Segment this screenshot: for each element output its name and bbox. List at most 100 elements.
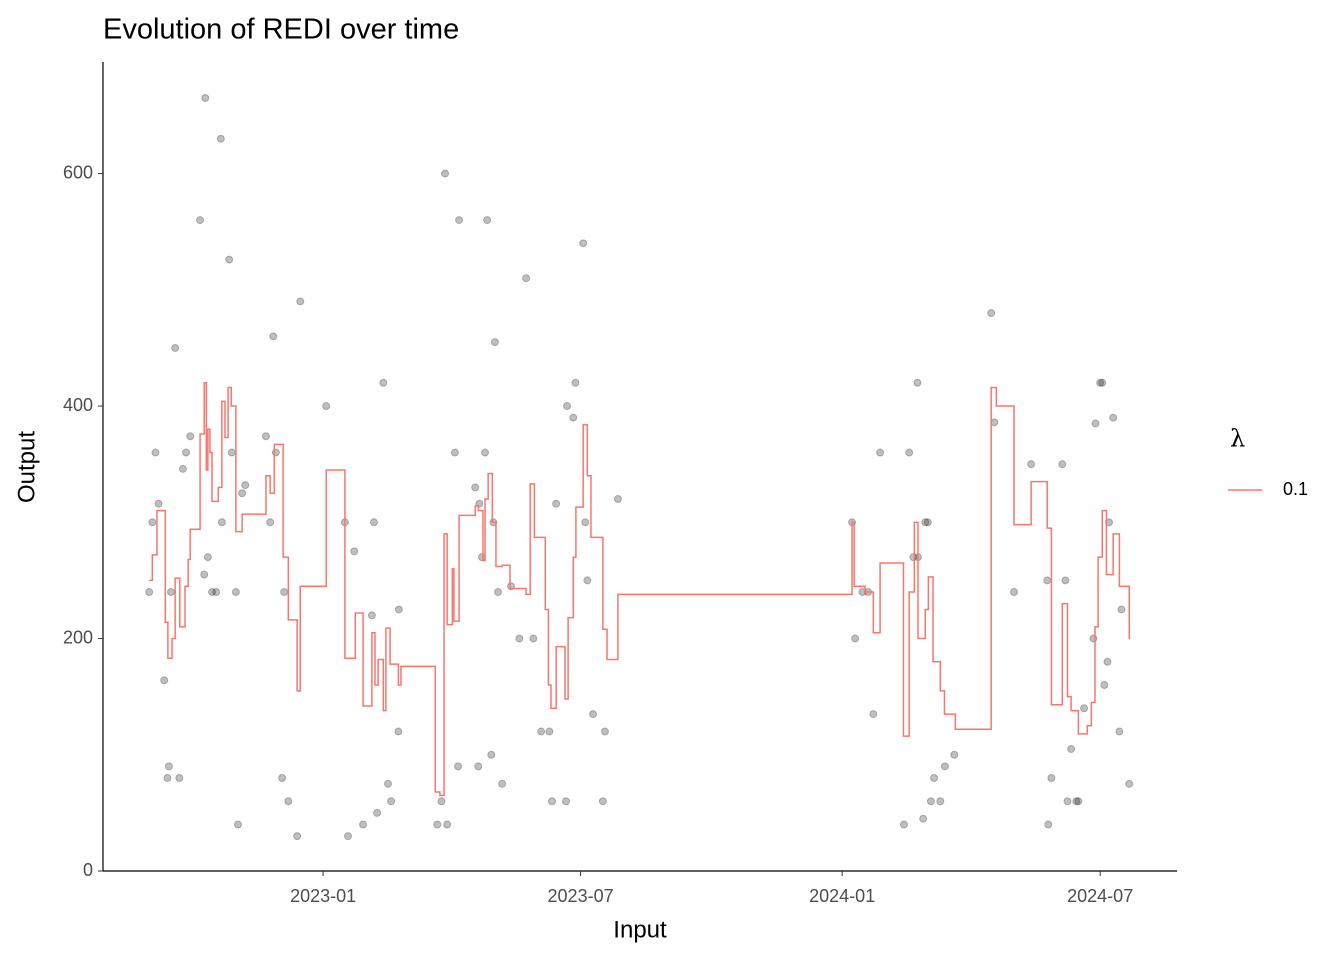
point <box>145 588 154 597</box>
point <box>217 518 226 527</box>
point <box>182 448 191 457</box>
point <box>1098 378 1107 387</box>
point <box>1103 657 1112 666</box>
point <box>151 448 160 457</box>
point <box>160 676 169 685</box>
point <box>1104 518 1113 527</box>
y-axis-title: Output <box>13 431 40 503</box>
legend-title: λ <box>1230 425 1245 453</box>
point <box>387 797 396 806</box>
point <box>379 378 388 387</box>
point <box>869 710 878 719</box>
point <box>278 774 287 783</box>
point <box>494 588 503 597</box>
point <box>1125 779 1134 788</box>
point <box>208 588 217 597</box>
point <box>296 297 305 306</box>
point <box>1043 576 1052 585</box>
point <box>1061 576 1070 585</box>
point <box>569 413 578 422</box>
point <box>238 489 247 498</box>
point <box>1058 460 1067 469</box>
point <box>1117 605 1126 614</box>
point <box>261 432 270 441</box>
point <box>293 832 302 841</box>
point <box>212 588 221 597</box>
point <box>1047 774 1056 783</box>
x-tick-label: 2023-01 <box>290 886 356 906</box>
point <box>919 814 928 823</box>
point <box>600 727 609 736</box>
point <box>950 750 959 759</box>
point <box>225 255 234 264</box>
point <box>905 448 914 457</box>
point <box>1109 413 1118 422</box>
x-axis-title: Input <box>613 916 667 943</box>
point <box>548 797 557 806</box>
point <box>369 518 378 527</box>
point <box>1010 588 1019 597</box>
point <box>350 547 359 556</box>
point <box>373 808 382 817</box>
x-tick-label: 2024-01 <box>809 886 875 906</box>
point <box>921 518 930 527</box>
legend-label: 0.1 <box>1283 479 1308 499</box>
point <box>164 762 173 771</box>
point <box>930 774 939 783</box>
point <box>1080 704 1089 713</box>
point <box>483 216 492 225</box>
point <box>1072 797 1081 806</box>
point <box>200 570 209 579</box>
point <box>562 797 571 806</box>
point <box>490 338 499 347</box>
point <box>178 464 187 473</box>
point <box>201 94 210 103</box>
point <box>344 832 353 841</box>
point <box>563 402 572 411</box>
point <box>522 274 531 283</box>
point <box>455 216 464 225</box>
point <box>1063 797 1072 806</box>
point <box>589 710 598 719</box>
point <box>987 309 996 318</box>
point <box>598 797 607 806</box>
y-tick-label: 0 <box>83 860 93 880</box>
point <box>280 588 289 597</box>
point <box>394 605 403 614</box>
point <box>1074 797 1083 806</box>
point <box>266 518 275 527</box>
point <box>322 402 331 411</box>
y-tick-label: 400 <box>63 395 93 415</box>
point <box>936 797 945 806</box>
point <box>171 343 180 352</box>
point <box>443 820 452 829</box>
point <box>487 750 496 759</box>
point <box>545 727 554 736</box>
point <box>163 774 172 783</box>
point <box>1096 378 1105 387</box>
x-tick-label: 2024-07 <box>1067 886 1133 906</box>
point <box>571 378 580 387</box>
point <box>940 762 949 771</box>
point <box>394 727 403 736</box>
point <box>913 378 922 387</box>
point <box>583 576 592 585</box>
point <box>923 518 932 527</box>
point <box>227 448 236 457</box>
point <box>1100 681 1109 690</box>
point <box>241 481 250 490</box>
point <box>1027 460 1036 469</box>
point <box>148 518 157 527</box>
point <box>498 779 507 788</box>
point <box>186 432 195 441</box>
point <box>1115 727 1124 736</box>
point <box>579 239 588 248</box>
point <box>1044 820 1053 829</box>
point <box>926 797 935 806</box>
point <box>367 611 376 620</box>
point <box>167 588 176 597</box>
y-tick-label: 600 <box>63 162 93 182</box>
point <box>203 553 212 562</box>
line <box>149 382 1131 797</box>
